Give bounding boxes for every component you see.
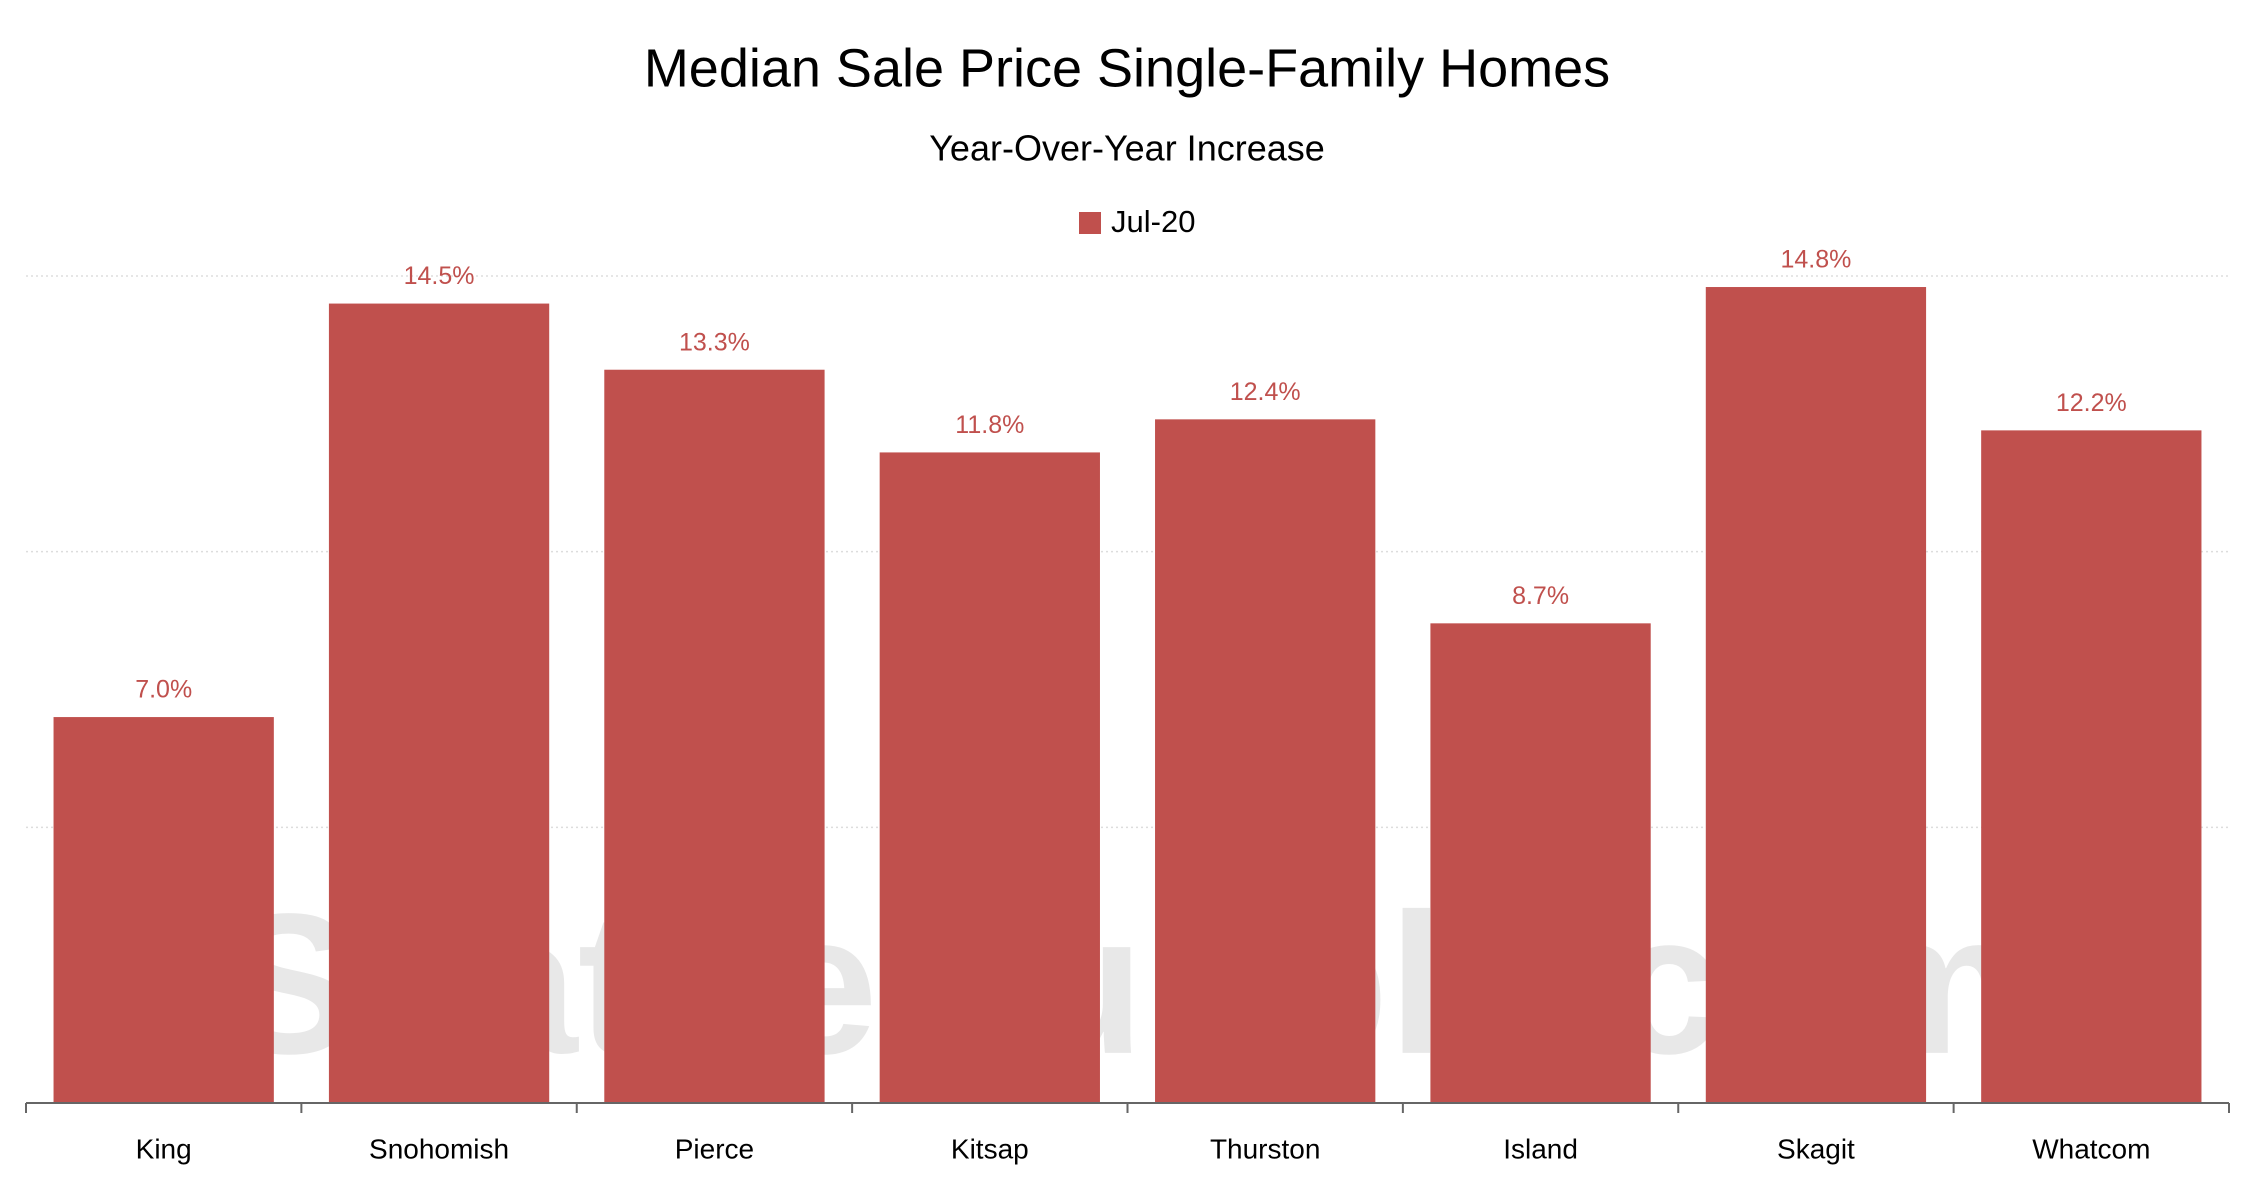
chart-subtitle: Year-Over-Year Increase (929, 128, 1325, 169)
bar (1705, 287, 1927, 1103)
x-tick-label: King (136, 1133, 192, 1164)
bar (53, 717, 274, 1103)
chart-title: Median Sale Price Single-Family Homes (644, 38, 1610, 98)
x-tick-label: Island (1503, 1133, 1578, 1164)
value-label: 11.8% (955, 411, 1024, 439)
x-tick-label: Kitsap (951, 1133, 1029, 1164)
value-label: 13.3% (679, 328, 750, 356)
bar (1981, 430, 2202, 1104)
x-tick-label: Thurston (1210, 1133, 1321, 1164)
bar (604, 369, 825, 1103)
bar (328, 303, 550, 1104)
value-label: 7.0% (135, 676, 192, 704)
x-tick-label: Whatcom (2032, 1133, 2150, 1164)
x-tick-label: Skagit (1777, 1133, 1855, 1164)
bar (1430, 623, 1651, 1103)
value-label: 14.8% (1780, 246, 1851, 274)
legend-label: Jul-20 (1111, 204, 1195, 239)
x-tick-label: Snohomish (369, 1133, 509, 1164)
bar (1155, 419, 1376, 1103)
legend-swatch (1079, 212, 1101, 234)
bar (879, 452, 1100, 1104)
value-label: 14.5% (404, 262, 475, 290)
x-tick-label: Pierce (675, 1133, 754, 1164)
value-label: 12.4% (1230, 378, 1301, 406)
value-label: 8.7% (1512, 582, 1569, 610)
value-label: 12.2% (2056, 389, 2127, 417)
